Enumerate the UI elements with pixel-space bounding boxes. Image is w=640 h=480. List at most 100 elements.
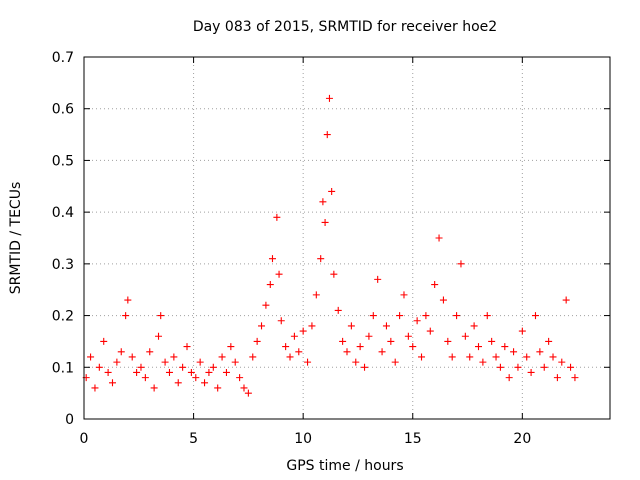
data-point bbox=[426, 327, 434, 335]
data-point bbox=[558, 358, 566, 366]
data-point bbox=[328, 187, 336, 195]
data-point bbox=[470, 322, 478, 330]
y-tick-label: 0.1 bbox=[52, 360, 74, 376]
data-point bbox=[571, 374, 579, 382]
data-point bbox=[527, 368, 535, 376]
data-point bbox=[209, 363, 217, 371]
data-point bbox=[549, 353, 557, 361]
y-tick-label: 0.6 bbox=[52, 102, 74, 118]
data-point bbox=[273, 213, 281, 221]
data-point bbox=[545, 337, 553, 345]
data-point bbox=[323, 131, 331, 139]
data-point bbox=[117, 348, 125, 356]
data-point bbox=[122, 312, 130, 320]
grid-lines bbox=[84, 57, 610, 419]
data-point bbox=[227, 343, 235, 351]
data-point bbox=[488, 337, 496, 345]
data-point bbox=[253, 337, 261, 345]
y-tick-label: 0 bbox=[65, 412, 74, 428]
data-points bbox=[82, 94, 579, 397]
data-point bbox=[258, 322, 266, 330]
y-tick-label: 0.4 bbox=[52, 205, 74, 221]
data-point bbox=[275, 270, 283, 278]
x-tick-label: 0 bbox=[80, 431, 89, 447]
data-point bbox=[240, 384, 248, 392]
x-axis-label: GPS time / hours bbox=[286, 458, 403, 474]
data-point bbox=[174, 379, 182, 387]
data-point bbox=[391, 358, 399, 366]
data-point bbox=[155, 332, 163, 340]
data-point bbox=[365, 332, 373, 340]
data-point bbox=[553, 374, 561, 382]
axis-ticks bbox=[83, 56, 610, 420]
data-point bbox=[352, 358, 360, 366]
data-point bbox=[100, 337, 108, 345]
data-point bbox=[157, 312, 165, 320]
data-point bbox=[183, 343, 191, 351]
data-point bbox=[214, 384, 222, 392]
data-point bbox=[282, 343, 290, 351]
data-point bbox=[308, 322, 316, 330]
data-point bbox=[91, 384, 99, 392]
data-point bbox=[161, 358, 169, 366]
data-point bbox=[244, 389, 252, 397]
data-point bbox=[418, 353, 426, 361]
data-point bbox=[523, 353, 531, 361]
data-point bbox=[374, 275, 382, 283]
data-point bbox=[249, 353, 257, 361]
data-point bbox=[483, 312, 491, 320]
data-point bbox=[312, 291, 320, 299]
data-point bbox=[146, 348, 154, 356]
chart-title: Day 083 of 2015, SRMTID for receiver hoe… bbox=[193, 19, 497, 35]
plot-frame bbox=[83, 56, 611, 420]
data-point bbox=[475, 343, 482, 351]
data-point bbox=[361, 363, 369, 371]
data-point bbox=[369, 312, 377, 320]
data-point bbox=[343, 348, 351, 356]
data-point bbox=[266, 281, 274, 289]
data-point bbox=[540, 363, 548, 371]
data-point bbox=[457, 260, 465, 268]
data-point bbox=[141, 374, 149, 382]
data-point bbox=[231, 358, 239, 366]
data-point bbox=[339, 337, 347, 345]
data-point bbox=[422, 312, 430, 320]
data-point bbox=[201, 379, 209, 387]
data-point bbox=[150, 384, 158, 392]
y-axis-label: SRMTID / TECUs bbox=[8, 182, 24, 295]
data-point bbox=[286, 353, 294, 361]
data-point bbox=[356, 343, 364, 351]
y-tick-label: 0.3 bbox=[52, 257, 74, 273]
y-tick-label: 0.7 bbox=[52, 50, 74, 66]
data-point bbox=[431, 281, 439, 289]
data-point bbox=[562, 296, 570, 304]
x-tick-label: 10 bbox=[294, 431, 312, 447]
x-tick-label: 20 bbox=[513, 431, 531, 447]
tick-labels: 0 0.1 0.2 0.3 0.4 0.5 0.6 0.7 0 5 10 15 20 bbox=[52, 50, 532, 447]
data-point bbox=[222, 368, 230, 376]
data-point bbox=[496, 363, 504, 371]
data-point bbox=[179, 363, 187, 371]
data-point bbox=[108, 379, 116, 387]
data-point bbox=[501, 343, 509, 351]
data-point bbox=[479, 358, 487, 366]
x-tick-label: 5 bbox=[189, 431, 198, 447]
data-point bbox=[128, 353, 136, 361]
data-point bbox=[505, 374, 513, 382]
data-point bbox=[531, 312, 539, 320]
data-point bbox=[439, 296, 447, 304]
y-tick-label: 0.5 bbox=[52, 153, 74, 169]
data-point bbox=[299, 327, 307, 335]
data-point bbox=[404, 332, 412, 340]
data-point bbox=[317, 255, 325, 263]
data-point bbox=[113, 358, 121, 366]
data-point bbox=[277, 317, 285, 325]
data-point bbox=[319, 198, 327, 206]
data-point bbox=[268, 255, 276, 263]
data-point bbox=[330, 270, 338, 278]
data-point bbox=[518, 327, 526, 335]
data-point bbox=[133, 368, 141, 376]
data-point bbox=[95, 363, 103, 371]
data-point bbox=[492, 353, 500, 361]
data-point bbox=[536, 348, 544, 356]
